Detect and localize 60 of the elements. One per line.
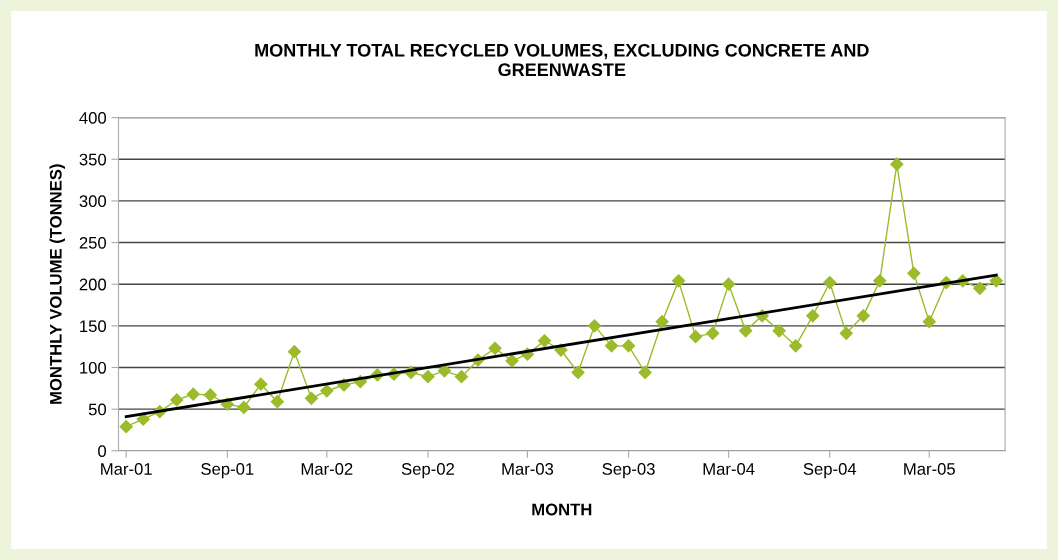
y-tick-label: 250 [79,236,107,249]
point [638,365,652,380]
point [119,420,133,434]
chart-title: MONTHLY TOTAL RECYCLED VOLUMES, EXCLUDING CONCRETE AND GREENWASTE [255,43,869,77]
point [706,326,720,340]
x-axis-title: MONTH [532,503,592,516]
point [722,277,736,291]
point [856,309,870,323]
y-tick-label: 200 [79,278,107,291]
point [672,274,686,288]
x-tick-label: Sep-01 [201,463,254,479]
point [890,157,904,171]
x-tick-label: Mar-02 [301,463,353,475]
y-tick-label: 400 [79,112,107,124]
point [739,324,753,338]
point [270,395,284,409]
point [973,281,987,295]
point [922,315,936,329]
point [237,400,251,415]
point [170,393,184,407]
y-tick-label: 300 [79,195,107,208]
point [421,370,435,384]
point [873,274,887,288]
y-tick-label: 100 [80,361,107,374]
point [186,387,200,401]
point [587,319,602,333]
point [320,384,334,398]
point [789,339,803,353]
x-tick-label: Sep-02 [401,463,454,479]
x-tick-label: Mar-01 [101,463,152,475]
point [604,339,619,353]
y-axis-title: MONTHLY VOLUME (TONNES) [49,164,65,404]
y-tick-label: 50 [88,403,107,416]
x-tick-label: Mar-03 [502,463,554,475]
point [454,370,469,384]
point [823,275,837,290]
x-tick-label: Sep-03 [602,463,655,479]
y-tick-label: 350 [79,153,107,166]
point [689,330,703,344]
point [571,365,585,380]
point [488,341,502,355]
point [839,326,853,340]
point [621,339,636,353]
point [505,354,519,368]
point [437,364,452,378]
x-tick-label: Sep-04 [803,463,857,479]
point [203,388,217,402]
y-tick-label: 0 [98,445,107,457]
point [772,324,786,338]
point [304,391,319,405]
point [806,309,820,323]
point [287,345,301,359]
point [254,377,268,391]
x-tick-label: Mar-04 [703,463,755,475]
point [907,266,921,280]
point [537,334,552,348]
point [989,274,1003,288]
y-tick-label: 150 [80,320,107,333]
point [655,315,669,329]
x-tick-label: Mar-05 [904,463,955,475]
